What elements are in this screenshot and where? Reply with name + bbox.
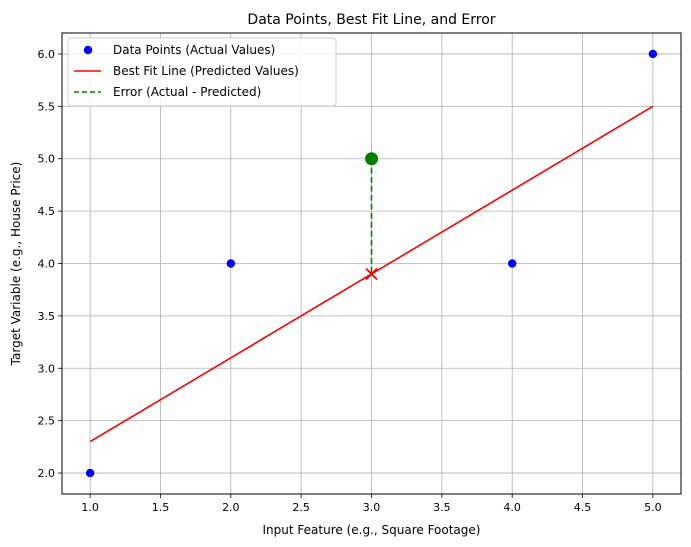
legend-marker-data-points — [83, 45, 93, 55]
y-tick-label: 3.0 — [38, 362, 56, 375]
y-tick-label: 2.0 — [38, 467, 56, 480]
x-tick-label: 4.0 — [503, 501, 521, 514]
data-point — [226, 259, 236, 268]
x-tick-label: 1.0 — [81, 501, 99, 514]
x-tick-label: 1.5 — [152, 501, 170, 514]
legend-label: Error (Actual - Predicted) — [113, 85, 261, 99]
legend-box — [67, 37, 337, 107]
y-axis-label: Target Variable (e.g., House Price) — [9, 162, 23, 367]
y-tick-label: 5.0 — [38, 153, 56, 166]
x-tick-label: 2.0 — [222, 501, 240, 514]
x-axis-label: Input Feature (e.g., Square Footage) — [263, 523, 481, 537]
plot-area — [85, 49, 658, 478]
y-axis: 2.0 2.5 3.0 3.5 4.0 4.5 5.0 5.5 6.0 — [38, 48, 62, 480]
x-axis: 1.0 1.5 2.0 2.5 3.0 3.5 4.0 4.5 5.0 — [81, 494, 662, 514]
x-tick-label: 2.5 — [292, 501, 310, 514]
data-point — [648, 49, 658, 59]
legend-label: Data Points (Actual Values) — [113, 43, 275, 57]
predicted-point-marker — [365, 267, 378, 281]
data-point — [85, 468, 95, 478]
y-tick-label: 4.0 — [38, 258, 56, 271]
highlight-actual-point — [365, 152, 378, 166]
y-tick-label: 6.0 — [38, 48, 56, 61]
y-tick-label: 5.5 — [38, 100, 56, 113]
y-tick-label: 2.5 — [38, 415, 56, 428]
data-point — [507, 259, 517, 268]
chart-title: Data Points, Best Fit Line, and Error — [247, 12, 495, 28]
predicted-marker-stroke — [365, 267, 378, 281]
x-tick-label: 4.5 — [574, 501, 592, 514]
legend-label: Best Fit Line (Predicted Values) — [113, 64, 299, 78]
x-tick-label: 5.0 — [644, 501, 662, 514]
x-tick-label: 3.5 — [433, 501, 451, 514]
y-tick-label: 3.5 — [38, 310, 56, 323]
x-tick-label: 3.0 — [363, 501, 381, 514]
legend: Data Points (Actual Values) Best Fit Line… — [67, 37, 337, 107]
y-tick-label: 4.5 — [38, 205, 56, 218]
